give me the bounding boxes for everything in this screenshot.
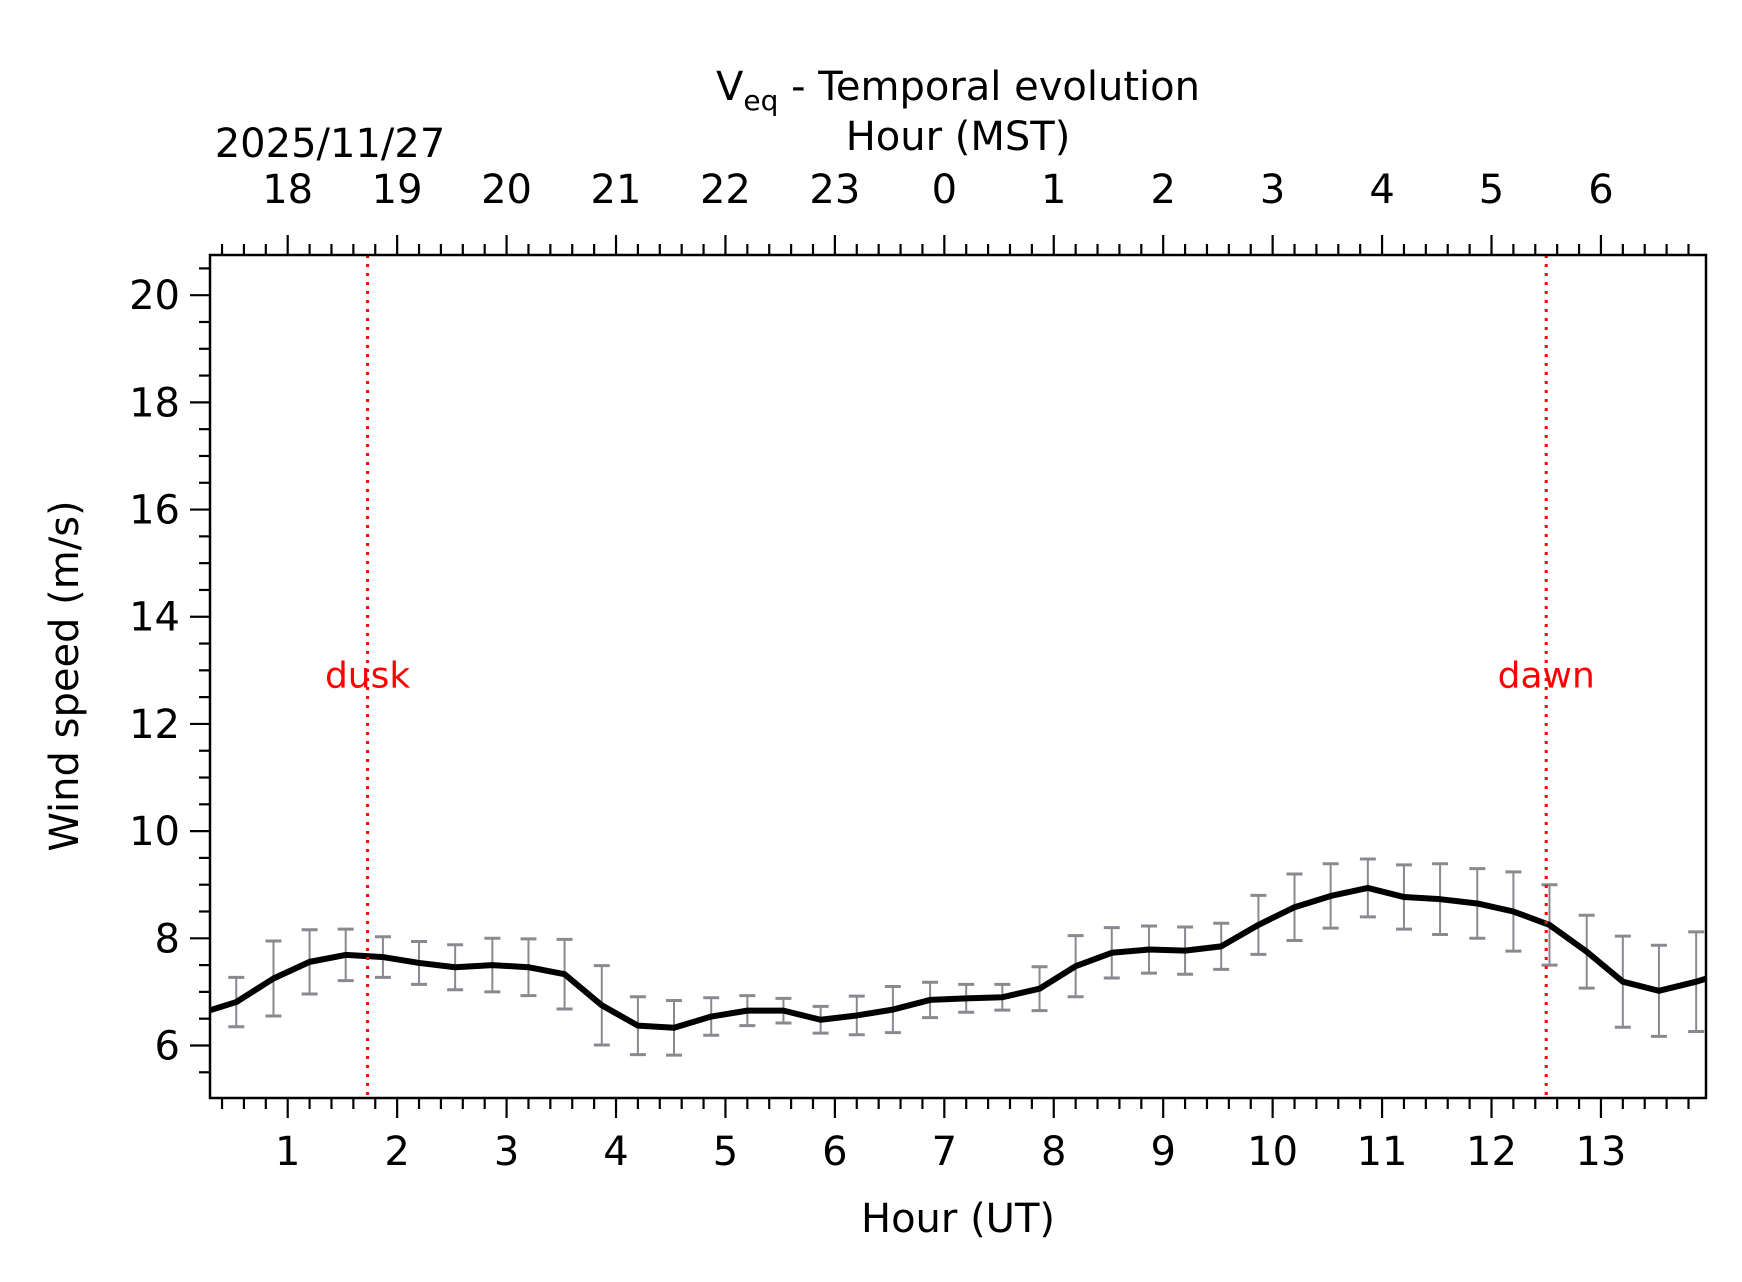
x-tick-label: 10: [1247, 1129, 1298, 1175]
y-tick-label: 8: [155, 916, 180, 962]
x-tick-label: 12: [1466, 1129, 1517, 1175]
x-tick-label: 2: [384, 1129, 409, 1175]
x-axis-label: Hour (UT): [861, 1196, 1055, 1242]
top-tick-label: 4: [1369, 167, 1394, 213]
top-tick-label: 2: [1150, 167, 1175, 213]
top-axis-label: Hour (MST): [846, 114, 1071, 160]
top-axis-date: 2025/11/27: [215, 121, 446, 167]
x-tick-label: 3: [494, 1129, 519, 1175]
dawn-label: dawn: [1498, 656, 1595, 697]
x-tick-label: 4: [603, 1129, 628, 1175]
x-tick-label: 1: [275, 1129, 300, 1175]
y-tick-label: 18: [129, 380, 180, 426]
top-tick-label: 19: [372, 167, 423, 213]
top-tick-label: 0: [932, 167, 957, 213]
top-tick-label: 22: [700, 167, 751, 213]
top-tick-label: 23: [809, 167, 860, 213]
y-tick-label: 12: [129, 702, 180, 748]
x-tick-label: 7: [932, 1129, 957, 1175]
x-tick-label: 13: [1575, 1129, 1626, 1175]
x-tick-label: 9: [1150, 1129, 1175, 1175]
y-tick-label: 20: [129, 273, 180, 319]
top-tick-label: 20: [481, 167, 532, 213]
x-tick-label: 6: [822, 1129, 847, 1175]
top-tick-label: 21: [591, 167, 642, 213]
dusk-label: dusk: [325, 656, 410, 697]
top-tick-label: 6: [1588, 167, 1613, 213]
plot-frame: [208, 253, 1708, 1100]
x-tick-label: 11: [1357, 1129, 1408, 1175]
y-axis-label: Wind speed (m/s): [42, 500, 88, 851]
top-tick-label: 18: [262, 167, 313, 213]
top-tick-label: 1: [1041, 167, 1066, 213]
y-tick-label: 10: [129, 809, 180, 855]
top-tick-label: 3: [1260, 167, 1285, 213]
x-tick-label: 8: [1041, 1129, 1066, 1175]
chart-title: Veq - Temporal evolution: [716, 64, 1200, 117]
x-tick-label: 5: [713, 1129, 738, 1175]
y-tick-label: 6: [155, 1023, 180, 1069]
top-tick-label: 5: [1479, 167, 1504, 213]
y-tick-label: 16: [129, 488, 180, 534]
y-tick-label: 14: [129, 595, 180, 641]
